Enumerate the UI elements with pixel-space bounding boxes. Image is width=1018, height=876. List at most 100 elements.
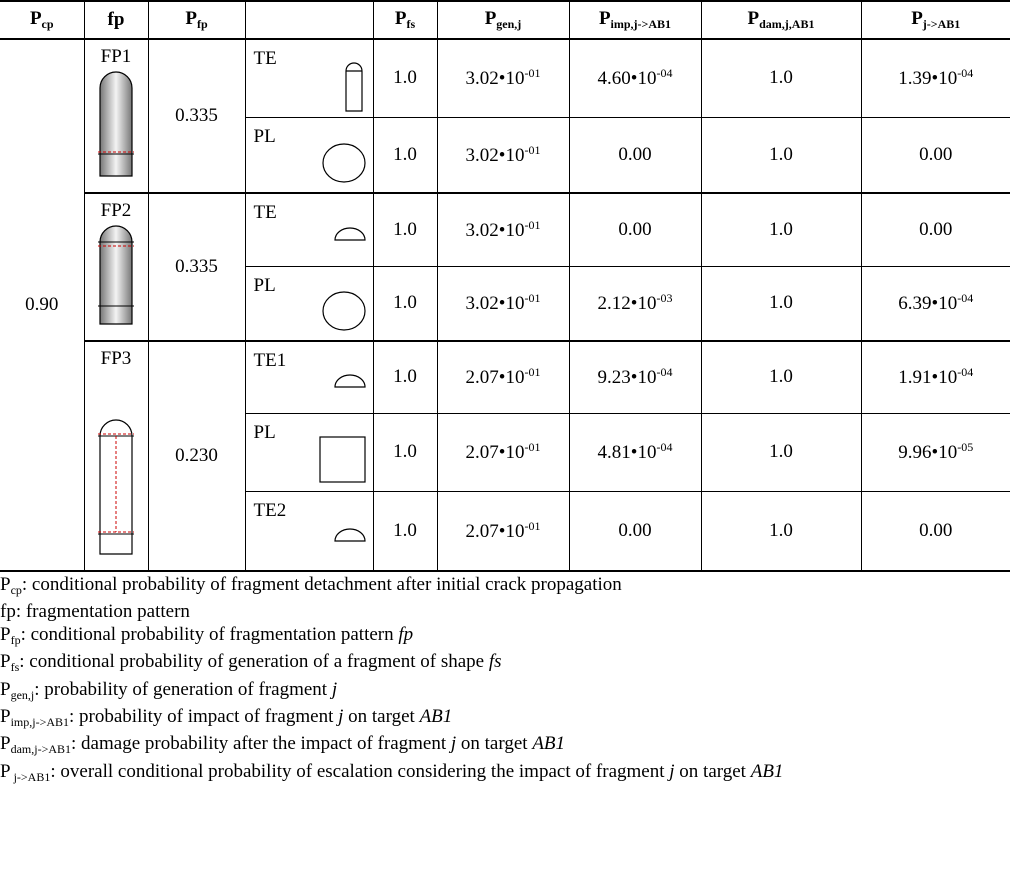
- shape-label: PL: [254, 275, 276, 297]
- exponent: -05: [957, 440, 973, 454]
- pfs-cell: 1.0: [373, 413, 437, 491]
- pimp-cell: 0.00: [569, 193, 701, 266]
- pj-cell: 1.91•10-04: [861, 341, 1010, 413]
- note-symbol: P: [0, 733, 11, 754]
- header-subscript: dam,j,AB1: [759, 17, 814, 31]
- pj-cell: 0.00: [861, 193, 1010, 266]
- mantissa: 2.07•10: [466, 442, 525, 463]
- mantissa: 2.07•10: [466, 367, 525, 388]
- pattern-name: FP1: [85, 46, 148, 68]
- pdam-cell: 1.0: [701, 39, 861, 117]
- header-subscript: imp,j->AB1: [611, 17, 672, 31]
- page: PcpfpPfpPfsPgen,jPimp,j->AB1Pdam,j,AB1Pj…: [0, 0, 1018, 876]
- fragment-shape-icon: [343, 60, 367, 112]
- shape-label: TE2: [254, 500, 287, 522]
- pj-cell: 6.39•10-04: [861, 266, 1010, 341]
- icon-part: [335, 228, 365, 240]
- shape-label: TE: [254, 48, 277, 70]
- footnote: Pfs: conditional probability of generati…: [0, 651, 1012, 678]
- shape-cell: TE: [245, 39, 373, 117]
- footnote: Pcp: conditional probability of fragment…: [0, 574, 1012, 601]
- note-subscript: j->AB1: [11, 770, 51, 784]
- pattern-name: FP3: [85, 348, 148, 370]
- exponent: -01: [524, 218, 540, 232]
- pgen-cell: 3.02•10-01: [437, 39, 569, 117]
- icon-part: [323, 292, 365, 330]
- note-symbol: P: [0, 624, 11, 645]
- pattern-name: FP2: [85, 200, 148, 222]
- note-symbol: P: [0, 574, 11, 595]
- shape-cell: PL: [245, 117, 373, 193]
- pgen-cell: 3.02•10-01: [437, 193, 569, 266]
- note-text: j: [332, 679, 337, 700]
- header-symbol: P: [30, 8, 42, 29]
- shape-label: PL: [254, 422, 276, 444]
- shape-label: PL: [254, 126, 276, 148]
- note-text: : probability of impact of fragment: [69, 706, 338, 727]
- footnote: Pimp,j->AB1: probability of impact of fr…: [0, 706, 1012, 733]
- shape-label: TE: [254, 202, 277, 224]
- fragment-row: 0.90FP10.335TE1.03.02•10-014.60•10-041.0…: [0, 39, 1010, 117]
- pfs-cell: 1.0: [373, 266, 437, 341]
- pfp-cell: 0.230: [148, 341, 245, 571]
- mantissa: 3.02•10: [466, 68, 525, 89]
- note-text: fp: [398, 624, 413, 645]
- header-symbol: P: [911, 8, 923, 29]
- exponent: -04: [656, 365, 672, 379]
- exponent: -04: [957, 365, 973, 379]
- footnote: Pgen,j: probability of generation of fra…: [0, 679, 1012, 706]
- fragment-shape-icon: [321, 142, 367, 184]
- icon-part: [100, 72, 132, 176]
- exponent: -01: [524, 519, 540, 533]
- mantissa: 3.02•10: [466, 293, 525, 314]
- header-symbol: P: [185, 8, 197, 29]
- exponent: -03: [656, 291, 672, 305]
- exponent: -04: [957, 291, 973, 305]
- header-symbol: P: [485, 8, 497, 29]
- pimp-cell: 4.81•10-04: [569, 413, 701, 491]
- pj-cell: 1.39•10-04: [861, 39, 1010, 117]
- exponent: -04: [656, 66, 672, 80]
- pfp-cell: 0.335: [148, 193, 245, 341]
- exponent: -01: [524, 291, 540, 305]
- note-subscript: imp,j->AB1: [11, 715, 69, 729]
- pdam-cell: 1.0: [701, 491, 861, 571]
- note-text: : conditional probability of fragmentati…: [21, 624, 399, 645]
- mantissa: 2.12•10: [598, 293, 657, 314]
- mantissa: 4.60•10: [598, 68, 657, 89]
- spacer: [85, 370, 148, 380]
- pfs-cell: 1.0: [373, 117, 437, 193]
- note-symbol: P: [0, 761, 11, 782]
- note-text: : overall conditional probability of esc…: [50, 761, 669, 782]
- mantissa: 3.02•10: [466, 220, 525, 241]
- fragment-shape-icon: [333, 226, 367, 242]
- header-cell: Pdam,j,AB1: [701, 1, 861, 39]
- header-subscript: fs: [406, 17, 415, 31]
- pj-cell: 0.00: [861, 117, 1010, 193]
- exponent: -01: [524, 66, 540, 80]
- header-symbol: P: [395, 8, 407, 29]
- pdam-cell: 1.0: [701, 117, 861, 193]
- pdam-cell: 1.0: [701, 266, 861, 341]
- mantissa: 3.02•10: [466, 145, 525, 166]
- note-symbol: P: [0, 706, 11, 727]
- mantissa: 1.39•10: [898, 68, 957, 89]
- note-subscript: dam,j->AB1: [11, 742, 71, 756]
- header-cell: Pcp: [0, 1, 84, 39]
- header-cell: Pimp,j->AB1: [569, 1, 701, 39]
- note-text: AB1: [420, 706, 453, 727]
- note-subscript: fp: [11, 633, 21, 647]
- pfs-cell: 1.0: [373, 193, 437, 266]
- fragment-shape-icon: [319, 436, 367, 484]
- note-text: : damage probability after the impact of…: [71, 733, 451, 754]
- note-text: fp: fragmentation pattern: [0, 601, 190, 622]
- note-subscript: cp: [11, 583, 22, 597]
- header-cell: [245, 1, 373, 39]
- footnote: Pfp: conditional probability of fragment…: [0, 624, 1012, 651]
- fragment-shape-icon: [333, 527, 367, 543]
- exponent: -01: [524, 440, 540, 454]
- footnote: P j->AB1: overall conditional probabilit…: [0, 761, 1012, 788]
- pattern-cell: FP3: [84, 341, 148, 571]
